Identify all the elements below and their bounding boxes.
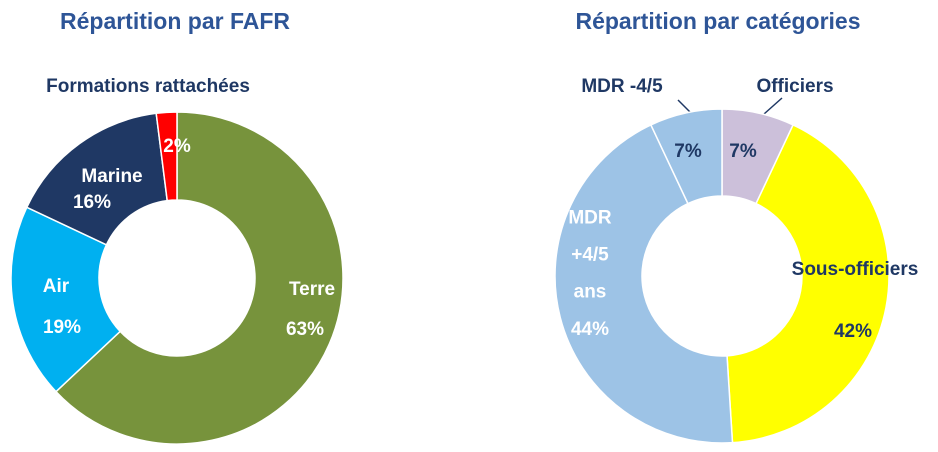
donut-slice — [25, 112, 169, 246]
category-label: MDR +4/5 ans — [568, 207, 612, 303]
value-label: 2% — [163, 136, 191, 157]
value-label: 19% — [42, 317, 82, 338]
category-label: Marine — [81, 166, 143, 187]
donut-slice — [10, 206, 122, 393]
leader-line — [677, 99, 691, 113]
category-label: Officiers — [756, 76, 834, 97]
value-label: 7% — [674, 141, 702, 162]
category-label: Air — [42, 276, 70, 297]
value-label: 44% — [570, 319, 610, 340]
category-label: MDR -4/5 — [581, 76, 663, 97]
donut-slice — [726, 123, 890, 444]
donut-slice — [554, 123, 734, 444]
chart-title: Répartition par catégories — [575, 8, 861, 34]
value-label: 16% — [72, 192, 112, 213]
category-label: Terre — [288, 279, 336, 300]
value-label: 42% — [833, 321, 873, 342]
donut-slice — [649, 108, 723, 205]
donut-slice — [155, 111, 178, 202]
value-label: 7% — [729, 141, 757, 162]
leader-line — [763, 97, 783, 115]
chart-title: Répartition par FAFR — [59, 8, 291, 34]
category-label: Sous-officiers — [791, 259, 919, 280]
donut-slice — [54, 111, 344, 445]
value-label: 63% — [285, 319, 325, 340]
category-label: Formations rattachées — [46, 76, 250, 97]
